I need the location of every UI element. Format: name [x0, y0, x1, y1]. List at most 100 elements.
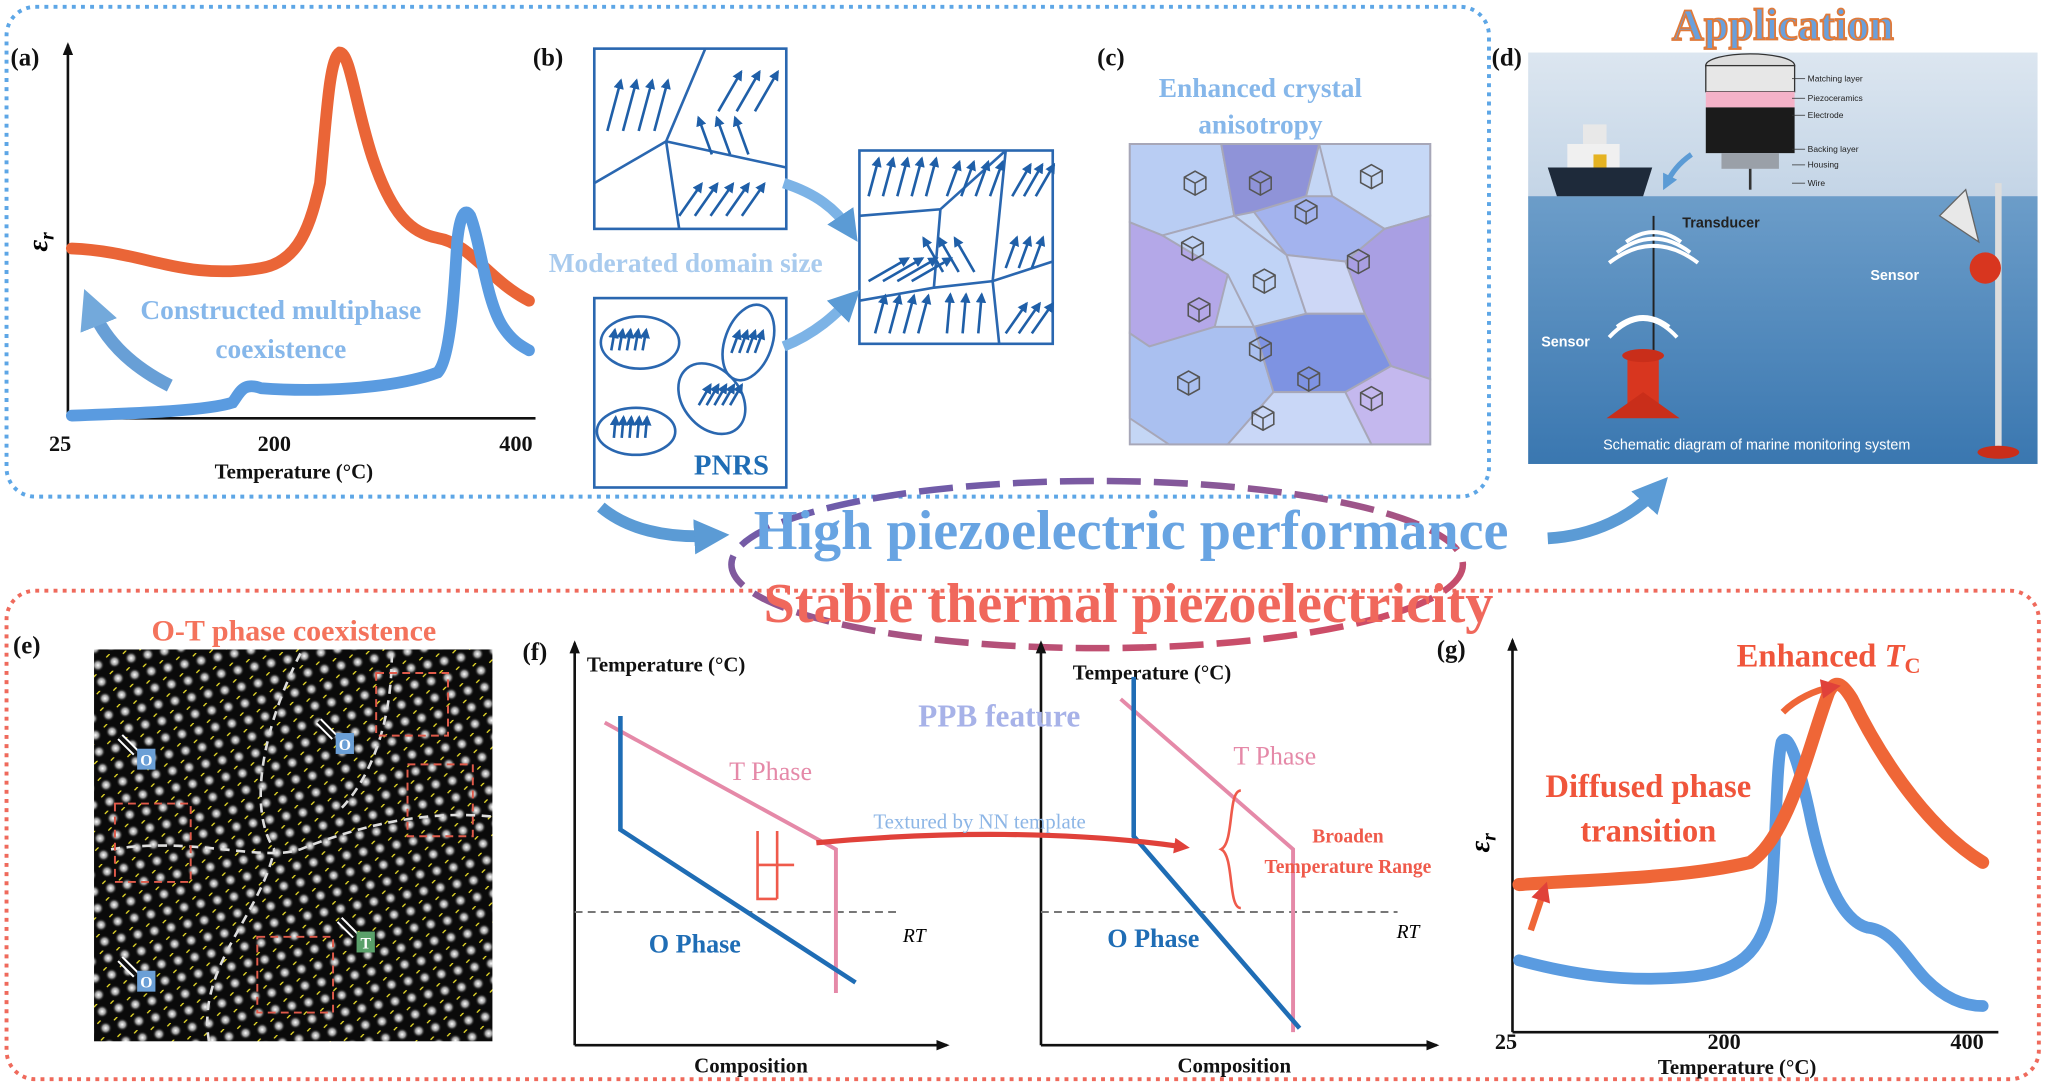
range-note: Broaden [1312, 827, 1384, 848]
permittivity-curve [65, 46, 535, 307]
sea [1528, 196, 2038, 464]
domain-arrow [1030, 235, 1046, 269]
shape-path [1119, 697, 1296, 1033]
caption: Enhanced crystal [1159, 73, 1363, 103]
domain-arrow [882, 257, 925, 283]
domain-arrow [867, 257, 910, 283]
layer-label: Housing [1808, 159, 1839, 169]
domain-arrow [625, 414, 636, 438]
caption: anisotropy [1198, 110, 1323, 140]
shape-rect [256, 935, 335, 1014]
shape-rect [406, 763, 474, 838]
marker-label: O [140, 975, 152, 992]
panel-label: (b) [533, 45, 563, 72]
domain-arrow [953, 236, 976, 273]
domain-arrow [728, 383, 744, 406]
domain-arrow [1017, 235, 1032, 269]
domain-arrow [873, 293, 889, 334]
grain-map [1128, 142, 1432, 446]
domain-arrow [902, 293, 917, 334]
phase-markers: O O O T [117, 718, 375, 992]
layer-label: Electrode [1808, 110, 1844, 120]
domain-arrow [732, 115, 750, 155]
phase-label: O Phase [649, 929, 741, 958]
domain-arrow [617, 414, 629, 438]
shape-path [110, 652, 493, 1042]
domain-arrow [653, 78, 671, 132]
domain-arrow [911, 257, 954, 283]
domain-arrow [623, 327, 635, 351]
feature-label: PPB feature [918, 699, 1080, 734]
y-axis-label: Temperature (°C) [1073, 660, 1232, 684]
panel-label: (f) [522, 639, 547, 666]
shape-g [113, 671, 474, 1014]
transducer-model [1663, 53, 1796, 191]
panel-label: (g) [1437, 636, 1466, 663]
marker-label: T [360, 936, 371, 953]
domain-arrow [1030, 301, 1055, 335]
shape-path [756, 831, 795, 901]
shape-ellipse [1622, 349, 1664, 363]
title: O-T phase coexistence [152, 614, 437, 647]
shape-polygon [1225, 391, 1374, 446]
annotation: Diffused phase [1545, 769, 1751, 805]
domain-arrow [721, 383, 736, 406]
shape-path [1607, 230, 1700, 265]
layer-label: Wire [1808, 178, 1826, 188]
shape-path [1663, 152, 1693, 191]
domain-arrow [881, 156, 896, 197]
domain-arrows [606, 69, 1056, 438]
domain-arrow [896, 156, 911, 197]
domain-arrow [1017, 301, 1041, 335]
peak-note: Enhanced TC [1737, 638, 1921, 678]
marker-label: O [140, 753, 152, 770]
domain-arrow [730, 328, 742, 354]
panel-b: (b) Moderated domain size PNRS [533, 45, 1056, 489]
domain-arrow [1034, 162, 1056, 197]
x-tick-label: 400 [1950, 1029, 1983, 1054]
buoy-system [1606, 183, 2020, 459]
caption: Moderated domain size [549, 248, 823, 278]
headline: Stable thermal piezoelectricity [764, 573, 1494, 635]
domain-arrow [631, 327, 643, 351]
center-message: High piezoelectric performance Stable th… [597, 477, 1668, 652]
layer-label: Piezoceramics [1808, 93, 1863, 103]
pointer [317, 719, 336, 739]
domain-arrow [717, 69, 743, 112]
annotation: Constructed multiphase [140, 295, 421, 325]
panel-c: (c) Enhanced crystal anisotropy [1097, 45, 1432, 446]
shape-ellipse [721, 303, 776, 382]
domain-arrow [609, 414, 621, 438]
panel-label: (e) [13, 632, 41, 659]
arrow [1547, 477, 1668, 545]
layer-labels: Matching layer Piezoceramics Electrode Back… [1791, 73, 1863, 188]
domain-arrow [924, 156, 940, 197]
shape-circle [1969, 252, 2001, 284]
ship [1547, 124, 1653, 197]
domain-arrow [725, 182, 750, 217]
shape-path [1527, 881, 1551, 932]
reference-label: RT [902, 926, 928, 947]
shape-rect [1705, 91, 1795, 108]
domain-arrow [1011, 162, 1032, 197]
shape-polygon [1344, 364, 1432, 446]
pointer [338, 918, 357, 937]
panel-label: (c) [1097, 45, 1125, 72]
arrow [816, 831, 1190, 854]
domain-arrow [621, 78, 640, 132]
shape-path [1547, 167, 1653, 197]
callout: Transducer [1682, 216, 1760, 232]
domain-arrow [735, 69, 761, 112]
marker-label: O [339, 737, 351, 754]
marker-box [137, 970, 156, 992]
highlight-ellipse [728, 477, 1467, 652]
layer-label: Matching layer [1808, 73, 1863, 83]
phase-label: O Phase [1107, 924, 1199, 953]
callout: Sensor [1541, 334, 1590, 350]
shape-rect [375, 671, 449, 737]
shape-ellipse [1977, 445, 2020, 459]
phase-label: T Phase [729, 757, 812, 786]
domain-arrow [960, 292, 971, 334]
